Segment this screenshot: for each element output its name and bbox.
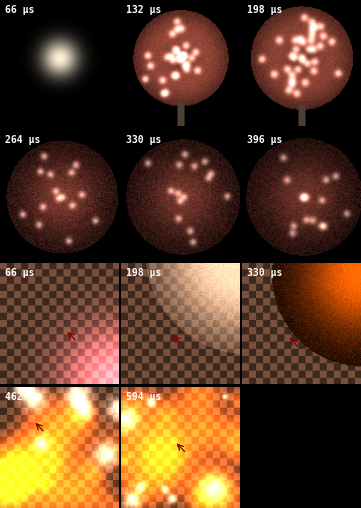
Text: 66 μs: 66 μs (5, 268, 34, 278)
Text: 198 μs: 198 μs (126, 268, 161, 278)
Text: 66 μs: 66 μs (5, 5, 34, 15)
Text: 132 μs: 132 μs (126, 5, 161, 15)
Text: 594 μs: 594 μs (126, 392, 161, 402)
Text: 264 μs: 264 μs (5, 136, 40, 145)
Text: 198 μs: 198 μs (247, 5, 282, 15)
Text: 330 μs: 330 μs (247, 268, 282, 278)
Text: 330 μs: 330 μs (126, 136, 161, 145)
Text: 396 μs: 396 μs (247, 136, 282, 145)
Text: 462 μs: 462 μs (5, 392, 40, 402)
